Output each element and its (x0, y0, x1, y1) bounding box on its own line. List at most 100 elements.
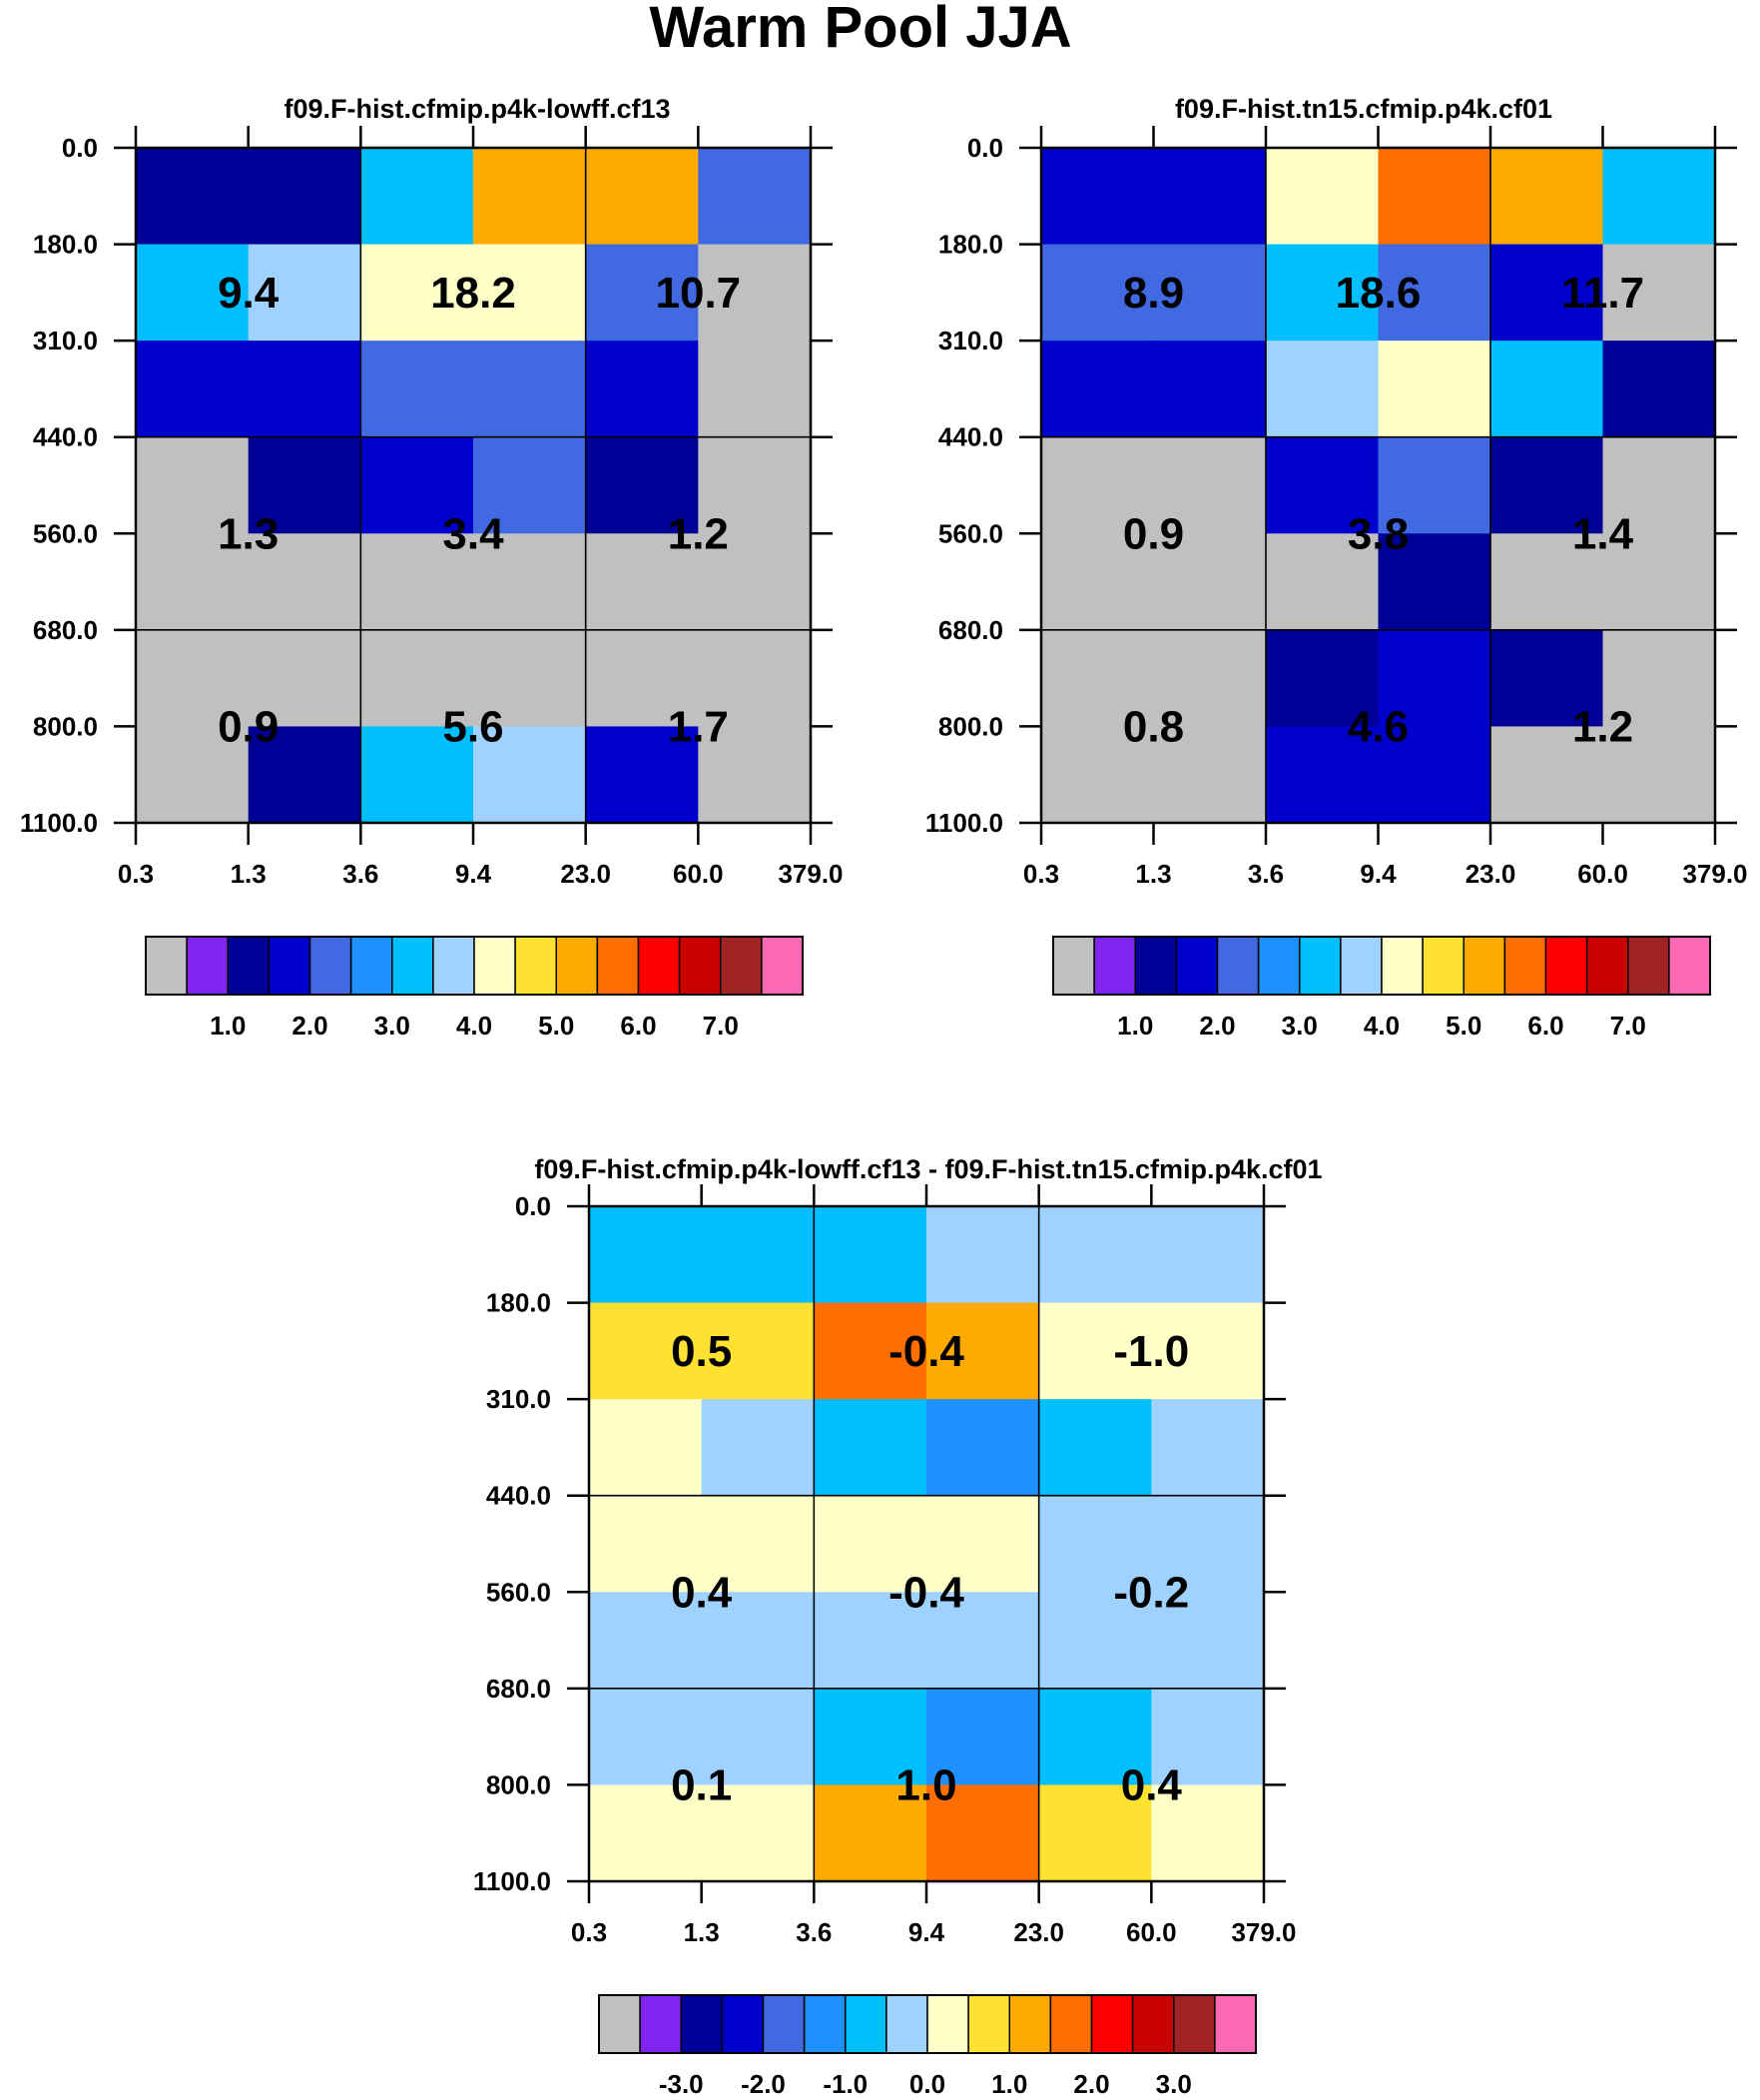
heatmap-cell (1151, 1495, 1265, 1593)
panel-2-subtitle: f09.F-hist.tn15.cfmip.p4k.cf01 (1175, 94, 1552, 124)
heatmap-cell (585, 244, 699, 342)
cell-value-label: 8.9 (1123, 269, 1184, 318)
heatmap-panels: 0.0 180.0 310.0 440.0 560.0 680.0 800.0 1100.0 0… (20, 126, 1748, 1947)
cell-value-label: 0.5 (671, 1327, 732, 1376)
heatmap-cell (585, 533, 699, 631)
heatmap-cell (248, 244, 361, 342)
y-tick-label: 310.0 (486, 1384, 551, 1414)
colorbar-tick-label: 4.0 (456, 1011, 492, 1041)
heatmap-cell (585, 629, 699, 728)
colorbar-box (514, 936, 557, 996)
y-tick-label: 560.0 (938, 518, 1003, 548)
y-tick-label: 1100.0 (473, 1866, 551, 1896)
heatmap-cell (1038, 1495, 1152, 1593)
colorbar-box (1544, 936, 1588, 996)
colorbar-box (186, 936, 229, 996)
heatmap-cell (1490, 726, 1604, 824)
heatmap-cell (1378, 629, 1491, 728)
heatmap-cell (814, 1399, 927, 1497)
heatmap-cell (136, 244, 250, 342)
heatmap-cell (1602, 629, 1716, 728)
cell-value-label: 1.7 (668, 702, 729, 751)
cell-value-label: -0.2 (1113, 1568, 1189, 1617)
x-tick-label: 0.3 (118, 859, 154, 889)
heatmap-cell (1041, 726, 1155, 824)
y-tick-label: 800.0 (486, 1769, 551, 1799)
x-tick-label: 23.0 (1466, 859, 1516, 889)
cell-value-label: -0.4 (888, 1568, 964, 1617)
colorbar-tick-label: 1.0 (1117, 1011, 1153, 1041)
heatmap-cell (360, 148, 474, 246)
colorbar-box (761, 936, 804, 996)
colorbar-1: 1.0 2.0 3.0 4.0 5.0 6.0 7.0 (145, 936, 804, 1041)
heatmap-cell (814, 1302, 927, 1400)
y-tick-label: 800.0 (33, 711, 98, 741)
heatmap-cell (926, 1399, 1040, 1497)
colorbar-box (637, 936, 681, 996)
heatmap-cell (1602, 533, 1716, 631)
heatmap-cell (701, 1592, 815, 1690)
heatmap-cell (1266, 629, 1380, 728)
heatmap-cell (473, 148, 587, 246)
y-tick-label: 680.0 (33, 615, 98, 645)
heatmap-cell (248, 726, 361, 824)
colorbar-box (926, 1994, 969, 2054)
heatmap-cell (1602, 244, 1716, 342)
panel-3-subtitle: f09.F-hist.cfmip.p4k-lowff.cf13 - f09.F-… (534, 1154, 1322, 1184)
colorbar-box (1463, 936, 1506, 996)
heatmap-cell (814, 1592, 927, 1690)
heatmap-cell (701, 1784, 815, 1882)
heatmap-cell (1153, 629, 1267, 728)
heatmap-cell (1038, 1399, 1152, 1497)
heatmap-cell (814, 1784, 927, 1882)
y-tick-label: 180.0 (33, 230, 98, 260)
heatmap-cell (814, 1495, 927, 1593)
heatmap-cell (589, 1784, 703, 1882)
heatmap-cell (1153, 533, 1267, 631)
heatmap-cell (814, 1688, 927, 1786)
heatmap-cell (1041, 148, 1155, 246)
heatmap-cell (473, 341, 587, 438)
y-tick-label: 560.0 (33, 518, 98, 548)
heatmap-cell (1490, 629, 1604, 728)
heatmap-cell (136, 533, 250, 631)
x-tick-label: 3.6 (342, 859, 378, 889)
colorbar-box (1257, 936, 1301, 996)
colorbar-box (680, 1994, 724, 2054)
y-tick-label: 0.0 (515, 1191, 551, 1221)
colorbar-box (1422, 936, 1465, 996)
colorbar-tick-label: 1.0 (991, 2069, 1027, 2099)
heatmap-cell (360, 436, 474, 534)
heatmap-cell (589, 1399, 703, 1497)
colorbar-box (308, 936, 352, 996)
x-tick-label: 23.0 (1013, 1917, 1064, 1947)
colorbar-tick-label: 6.0 (1527, 1011, 1563, 1041)
x-tick-label: 1.3 (231, 859, 267, 889)
heatmap-cell (926, 1206, 1040, 1304)
heatmap-cell (1490, 436, 1604, 534)
colorbar-box (227, 936, 271, 996)
heatmap-cell (1266, 341, 1380, 438)
x-tick-label: 379.0 (1682, 859, 1747, 889)
heatmap-cell (701, 1206, 815, 1304)
colorbar-box (1381, 936, 1424, 996)
colorbar-box (1503, 936, 1547, 996)
heatmap-cell (701, 1302, 815, 1400)
cell-value-label: 3.4 (442, 509, 504, 558)
heatmap-cell (1378, 726, 1491, 824)
colorbar-tick-label: 1.0 (210, 1011, 246, 1041)
heatmap-cell (585, 436, 699, 534)
heatmap-cell (1266, 726, 1380, 824)
heatmap-cell (1041, 244, 1155, 342)
heatmap-cell (1151, 1399, 1265, 1497)
colorbar-box (1340, 936, 1383, 996)
cell-value-label: 5.6 (442, 702, 503, 751)
heatmap-cell (926, 1784, 1040, 1882)
y-tick-label: 800.0 (938, 711, 1003, 741)
colorbar-box (555, 936, 599, 996)
colorbar-box (473, 936, 516, 996)
heatmap-cell (473, 726, 587, 824)
colorbar-tick-label: 2.0 (1073, 2069, 1109, 2099)
cell-value-label: 1.2 (1572, 702, 1633, 751)
y-tick-label: 0.0 (62, 133, 98, 163)
